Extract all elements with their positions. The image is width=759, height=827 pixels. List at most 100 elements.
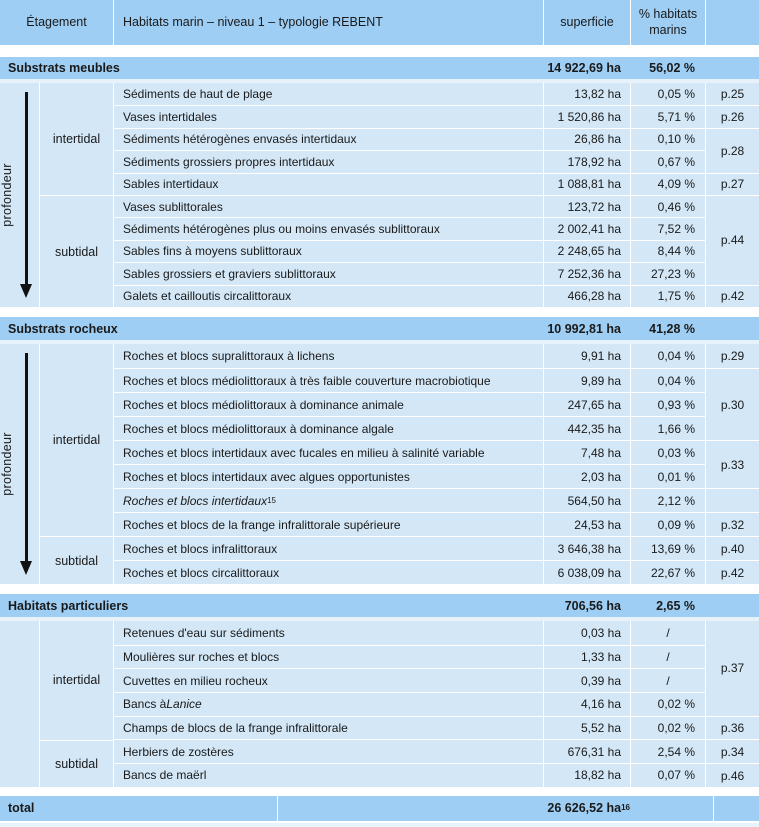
page-ref: p.42 <box>706 560 759 584</box>
section-pct: 56,02 % <box>649 61 695 75</box>
tier-label-subtidal: subtidal <box>40 195 113 307</box>
habitat-pct: 0,05 % <box>631 83 705 106</box>
col-header-etagement: Étagement <box>26 14 87 29</box>
col-header-page <box>705 0 759 45</box>
page-ref: p.34 <box>706 739 759 764</box>
habitat-pct: 2,12 % <box>631 488 705 512</box>
pct-column: 0,04 % 0,04 % 0,93 % 1,66 % 0,03 % 0,01 % 2,12… <box>630 344 705 584</box>
habitat-row-name: Sédiments hétérogènes envasés intertidau… <box>114 127 543 151</box>
habitat-row-name: Champs de blocs de la frange infralittor… <box>114 715 543 740</box>
col-header-habitats: Habitats marin – niveau 1 – typologie RE… <box>113 0 543 45</box>
habitat-pct: 0,93 % <box>631 392 705 416</box>
habitat-superficie: 676,31 ha <box>544 739 630 764</box>
habitat-row-name: Roches et blocs intertidaux avec fucales… <box>114 440 543 464</box>
habitat-row-name: Roches et blocs infralittoraux <box>114 536 543 560</box>
tier-column: intertidal subtidal <box>39 344 113 584</box>
profondeur-arrow-line <box>25 92 28 284</box>
habitat-name-column: Roches et blocs supralittoraux à lichens… <box>113 344 543 584</box>
habitat-row-name: Vases intertidales <box>114 105 543 128</box>
habitat-pct: 0,03 % <box>631 440 705 464</box>
habitat-superficie: 178,92 ha <box>544 150 630 173</box>
spacer <box>0 340 759 344</box>
habitat-superficie: 18,82 ha <box>544 763 630 787</box>
habitat-pct: 0,09 % <box>631 512 705 536</box>
habitat-row-name: Roches et blocs médiolittoraux à dominan… <box>114 416 543 440</box>
habitat-name-column: Retenues d'eau sur sédiments Moulières su… <box>113 621 543 787</box>
habitat-superficie: 442,35 ha <box>544 416 630 440</box>
page-ref: p.44 <box>706 194 759 285</box>
habitat-row-name: Sables grossiers et graviers sublittorau… <box>114 262 543 285</box>
habitat-pct: 8,44 % <box>631 239 705 263</box>
total-row: total 26 626,52 ha 16 <box>0 795 759 821</box>
habitat-superficie: 4,16 ha <box>544 692 630 716</box>
page-ref: p.33 <box>706 440 759 488</box>
spacer <box>0 820 759 823</box>
habitat-pct: 13,69 % <box>631 536 705 560</box>
habitat-superficie: 26,86 ha <box>544 127 630 151</box>
profondeur-label: profondeur <box>0 163 14 227</box>
habitat-row-name: Roches et blocs supralittoraux à lichens <box>114 344 543 368</box>
habitat-row-name: Roches et blocs médiolittoraux à dominan… <box>114 392 543 416</box>
habitat-pct: / <box>631 668 705 693</box>
tier-column: intertidal subtidal <box>39 83 113 307</box>
section-header: Substrats rocheux 10 992,81 ha 41,28 % <box>0 317 759 340</box>
habitat-row-name: Roches et blocs intertidaux avec algues … <box>114 464 543 488</box>
table-body: Substrats meubles 14 922,69 ha 56,02 % prof… <box>0 57 759 787</box>
page-ref: p.36 <box>706 715 759 740</box>
habitat-superficie: 9,91 ha <box>544 344 630 368</box>
page-ref-column: p.25 p.26 p.28 p.27 p.44 p.42 <box>705 83 759 307</box>
section-page-empty <box>705 317 759 340</box>
habitat-superficie: 1 520,86 ha <box>544 105 630 128</box>
page-ref-column: p.37 p.36 p.34 p.46 <box>705 621 759 787</box>
habitat-row-name: Herbiers de zostères <box>114 739 543 764</box>
page-ref: p.46 <box>706 763 759 787</box>
page-ref: p.29 <box>706 344 759 368</box>
section-body: profondeur intertidal subtidal Roches et bl… <box>0 344 759 584</box>
page-ref-empty <box>706 488 759 512</box>
total-value: 26 626,52 ha 16 <box>277 795 713 821</box>
habitat-pct: 0,02 % <box>631 692 705 716</box>
depth-column <box>0 621 39 787</box>
profondeur-arrow-down-icon <box>19 284 32 298</box>
page-ref: p.25 <box>706 83 759 106</box>
habitat-pct: 2,54 % <box>631 739 705 764</box>
section-superficie: 14 922,69 ha <box>547 61 621 75</box>
habitat-pct: 4,09 % <box>631 172 705 195</box>
habitat-pct: 1,66 % <box>631 416 705 440</box>
habitat-pct: 22,67 % <box>631 560 705 584</box>
section-pct: 2,65 % <box>656 598 695 613</box>
habitat-pct: 0,04 % <box>631 368 705 392</box>
habitat-superficie: 13,82 ha <box>544 83 630 106</box>
habitat-pct: / <box>631 621 705 645</box>
habitat-superficie: 2 248,65 ha <box>544 239 630 263</box>
habitat-row-name: Roches et blocs de la frange infralittor… <box>114 512 543 536</box>
habitat-pct: / <box>631 644 705 669</box>
section-header: Habitats particuliers 706,56 ha 2,65 % <box>0 594 759 617</box>
habitat-row-name: Sédiments de haut de plage <box>114 83 543 106</box>
page-ref: p.27 <box>706 172 759 195</box>
habitat-row-name: Galets et cailloutis circalittoraux <box>114 284 543 307</box>
tier-column: intertidal subtidal <box>39 621 113 787</box>
section-title: Substrats meubles <box>8 61 120 75</box>
depth-column: profondeur <box>0 83 39 307</box>
habitat-row-name: Retenues d'eau sur sédiments <box>114 621 543 645</box>
habitat-row-name: Roches et blocs intertidaux 15 <box>114 488 543 512</box>
section-superficie: 706,56 ha <box>564 598 621 613</box>
superficie-column: 0,03 ha 1,33 ha 0,39 ha 4,16 ha 5,52 ha 676,3… <box>543 621 630 787</box>
profondeur-label: profondeur <box>0 432 14 496</box>
habitat-pct: 0,46 % <box>631 194 705 218</box>
profondeur-arrow-line <box>25 353 28 561</box>
section-page-empty <box>705 57 759 79</box>
habitat-pct: 0,04 % <box>631 344 705 368</box>
habitat-row-name: Roches et blocs médiolittoraux à très fa… <box>114 368 543 392</box>
habitat-row-name: Vases sublittorales <box>114 194 543 218</box>
page-ref: p.26 <box>706 105 759 128</box>
habitat-pct: 0,10 % <box>631 127 705 151</box>
spacer <box>0 617 759 621</box>
habitat-pct: 0,02 % <box>631 715 705 740</box>
section-title: Habitats particuliers <box>8 598 129 613</box>
habitat-superficie: 7,48 ha <box>544 440 630 464</box>
total-label: total <box>8 801 35 816</box>
habitat-superficie: 1,33 ha <box>544 644 630 669</box>
